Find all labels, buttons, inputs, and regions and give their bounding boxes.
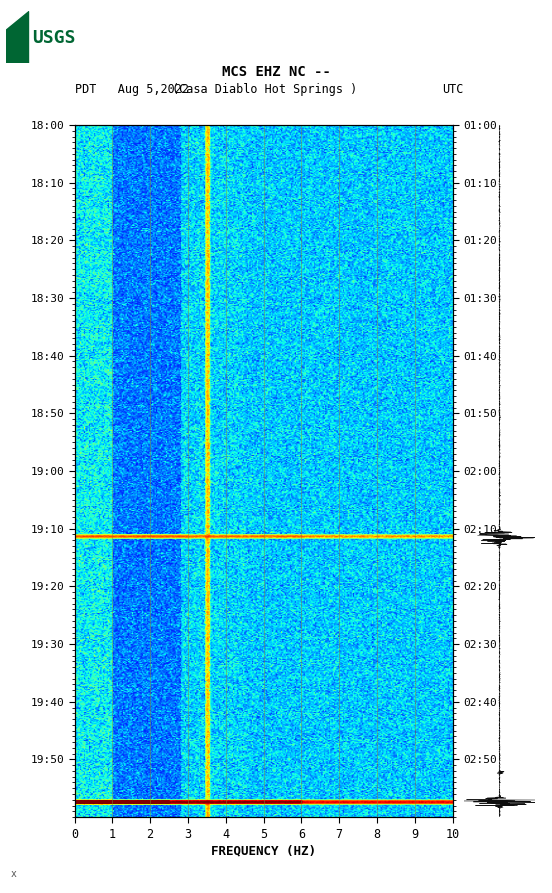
Text: UTC: UTC — [442, 82, 463, 96]
Text: x: x — [11, 869, 17, 879]
X-axis label: FREQUENCY (HZ): FREQUENCY (HZ) — [211, 845, 316, 857]
Bar — [6, 11, 28, 63]
Text: MCS EHZ NC --: MCS EHZ NC -- — [221, 64, 331, 79]
Text: USGS: USGS — [32, 29, 76, 46]
Text: PDT   Aug 5,2022: PDT Aug 5,2022 — [75, 82, 189, 96]
Polygon shape — [6, 11, 28, 29]
Text: (Casa Diablo Hot Springs ): (Casa Diablo Hot Springs ) — [172, 82, 358, 96]
